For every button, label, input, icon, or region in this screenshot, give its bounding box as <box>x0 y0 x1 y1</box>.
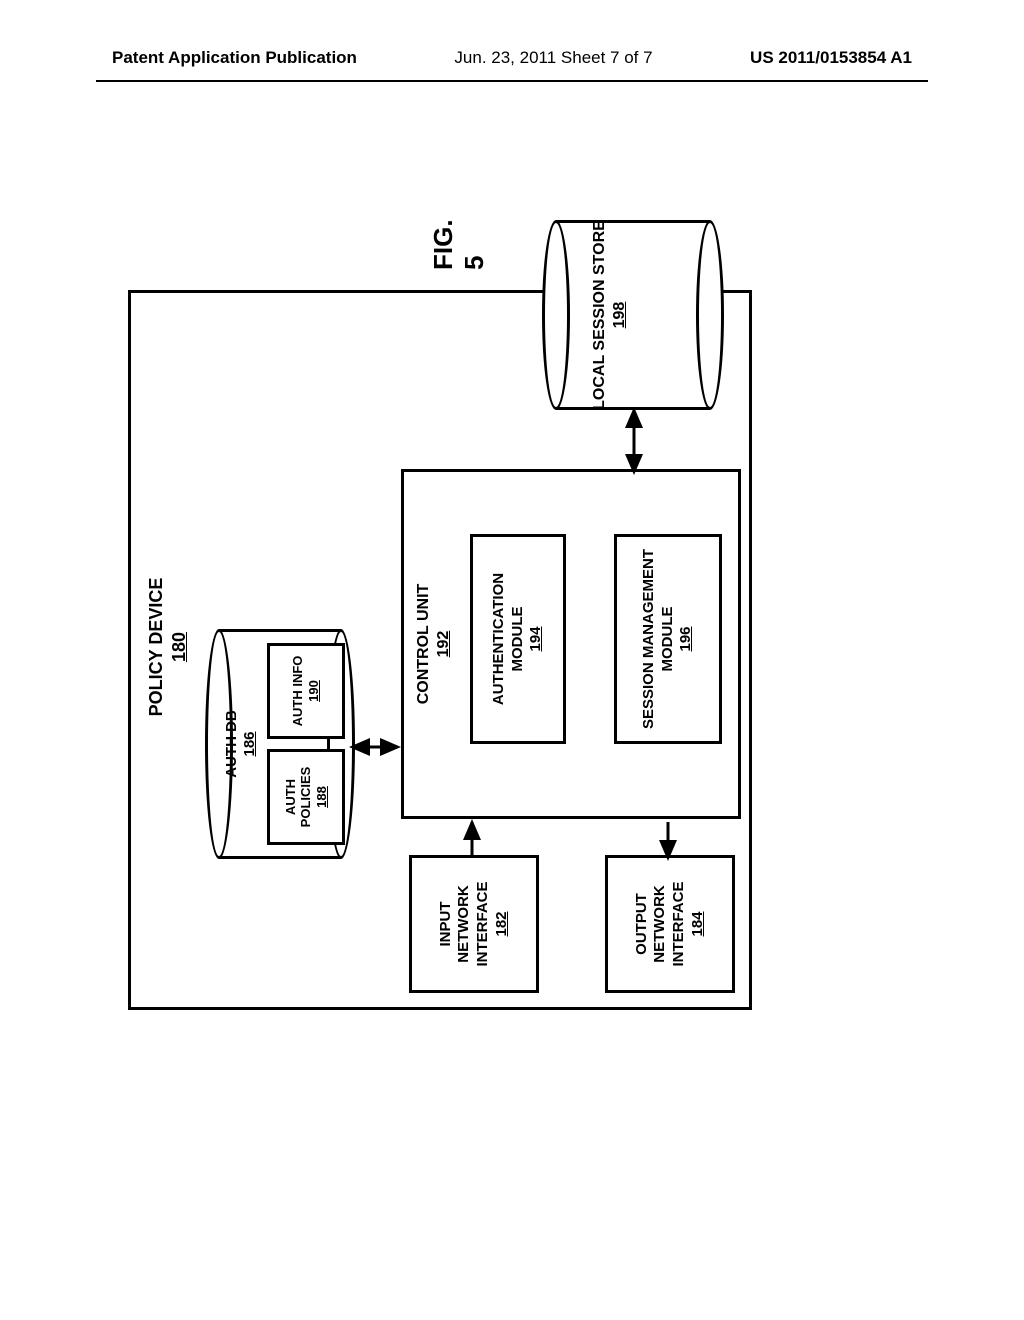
authentication-module-label: AUTHENTICATION MODULE <box>490 573 526 705</box>
header-rule <box>96 80 928 82</box>
input-network-interface-box: INPUT NETWORK INTERFACE 182 <box>409 855 539 993</box>
auth-policies-label: AUTH POLICIES <box>283 767 314 828</box>
authentication-module-ref: 194 <box>527 626 544 651</box>
figure-caption: FIG. 5 <box>428 210 490 270</box>
auth-info-box: AUTH INFO 190 <box>267 643 345 739</box>
page-header: Patent Application Publication Jun. 23, … <box>0 48 1024 68</box>
auth-db-label: AUTH DB <box>223 710 240 778</box>
auth-policies-ref: 188 <box>314 786 329 808</box>
policy-device-label: POLICY DEVICE <box>146 578 166 717</box>
cylinder-shape <box>542 220 724 410</box>
auth-db-ref: 186 <box>241 731 258 756</box>
auth-info-label: AUTH INFO <box>290 656 305 727</box>
control-unit-box: CONTROL UNIT 192 AUTHENTICATION MODULE 1… <box>401 469 741 819</box>
control-unit-title: CONTROL UNIT 192 <box>414 472 454 816</box>
figure-5: POLICY DEVICE 180 AUTH DB 186 AUTH <box>128 210 752 1010</box>
auth-policies-box: AUTH POLICIES 188 <box>267 749 345 845</box>
authentication-module-box: AUTHENTICATION MODULE 194 <box>470 534 566 744</box>
local-session-store-ref: 198 <box>611 302 628 329</box>
header-left: Patent Application Publication <box>112 48 357 68</box>
input-network-interface-ref: 182 <box>493 911 510 936</box>
header-center: Jun. 23, 2011 Sheet 7 of 7 <box>454 48 652 68</box>
output-network-interface-box: OUTPUT NETWORK INTERFACE 184 <box>605 855 735 993</box>
session-management-module-ref: 196 <box>677 626 694 651</box>
session-management-module-box: SESSION MANAGEMENT MODULE 196 <box>614 534 722 744</box>
auth-info-ref: 190 <box>306 680 321 702</box>
output-network-interface-label: OUTPUT NETWORK INTERFACE <box>633 882 688 967</box>
auth-db-title: AUTH DB 186 <box>223 629 259 859</box>
session-management-module-label: SESSION MANAGEMENT MODULE <box>640 549 676 729</box>
auth-db-cylinder: AUTH DB 186 AUTH POLICIES 188 AUTH INFO … <box>205 629 355 859</box>
control-unit-label: CONTROL UNIT <box>415 584 432 705</box>
output-network-interface-ref: 184 <box>689 911 706 936</box>
input-network-interface-label: INPUT NETWORK INTERFACE <box>437 882 492 967</box>
local-session-store-cylinder: LOCAL SESSION STORE 198 <box>542 220 724 410</box>
control-unit-ref: 192 <box>435 631 452 658</box>
local-session-store-title: LOCAL SESSION STORE 198 <box>590 220 630 410</box>
header-right: US 2011/0153854 A1 <box>750 48 912 68</box>
policy-device-ref: 180 <box>169 632 189 662</box>
local-session-store-label: LOCAL SESSION STORE <box>591 220 608 410</box>
policy-device-title: POLICY DEVICE 180 <box>145 287 190 1007</box>
